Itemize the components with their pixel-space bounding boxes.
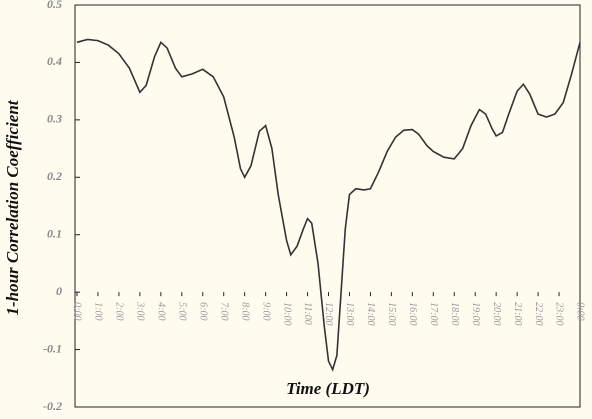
x-tick-label: 2:00 <box>114 302 125 320</box>
y-tick-label: 0.5 <box>47 0 62 11</box>
x-tick-label: 21:00 <box>512 302 523 325</box>
x-tick-label: 0:00 <box>575 302 586 320</box>
y-tick-label: -0.2 <box>43 399 62 413</box>
x-tick-label: 4:00 <box>156 302 167 320</box>
x-tick-label: 9:00 <box>260 302 271 320</box>
x-tick-label: 10:00 <box>281 302 292 325</box>
x-axis-label: Time (LDT) <box>286 379 370 398</box>
x-tick-label: 5:00 <box>176 302 187 320</box>
y-tick-label: 0.4 <box>47 54 62 68</box>
x-tick-label: 17:00 <box>428 302 439 325</box>
y-tick-label: 0.1 <box>47 226 62 240</box>
x-tick-label: 12:00 <box>323 302 334 325</box>
x-tick-label: 15:00 <box>386 302 397 325</box>
x-tick-label: 19:00 <box>470 302 481 325</box>
plot-frame <box>74 4 581 408</box>
x-tick-label: 0:00 <box>72 302 83 320</box>
x-tick-label: 23:00 <box>554 302 565 325</box>
x-tick-label: 18:00 <box>449 302 460 325</box>
x-tick-label: 7:00 <box>218 302 229 320</box>
x-tick-label: 8:00 <box>239 302 250 320</box>
x-tick-label: 11:00 <box>302 302 313 325</box>
data-line <box>76 38 581 372</box>
x-tick-label: 13:00 <box>344 302 355 325</box>
x-tick-label: 3:00 <box>135 301 146 320</box>
x-tick-label: 14:00 <box>365 302 376 325</box>
x-tick-label: 20:00 <box>491 302 502 325</box>
y-tick-label: 0.3 <box>47 112 62 126</box>
y-tick-label: 0 <box>56 284 62 298</box>
x-tick-label: 22:00 <box>533 302 544 325</box>
x-tick-label: 6:00 <box>197 302 208 320</box>
y-tick-label: 0.2 <box>47 169 62 183</box>
x-tick-label: 16:00 <box>407 302 418 325</box>
y-axis-label: 1-hour Correlation Coefficient <box>3 99 22 315</box>
x-tick-label: 1:00 <box>93 302 104 320</box>
y-tick-label: -0.1 <box>43 341 62 355</box>
